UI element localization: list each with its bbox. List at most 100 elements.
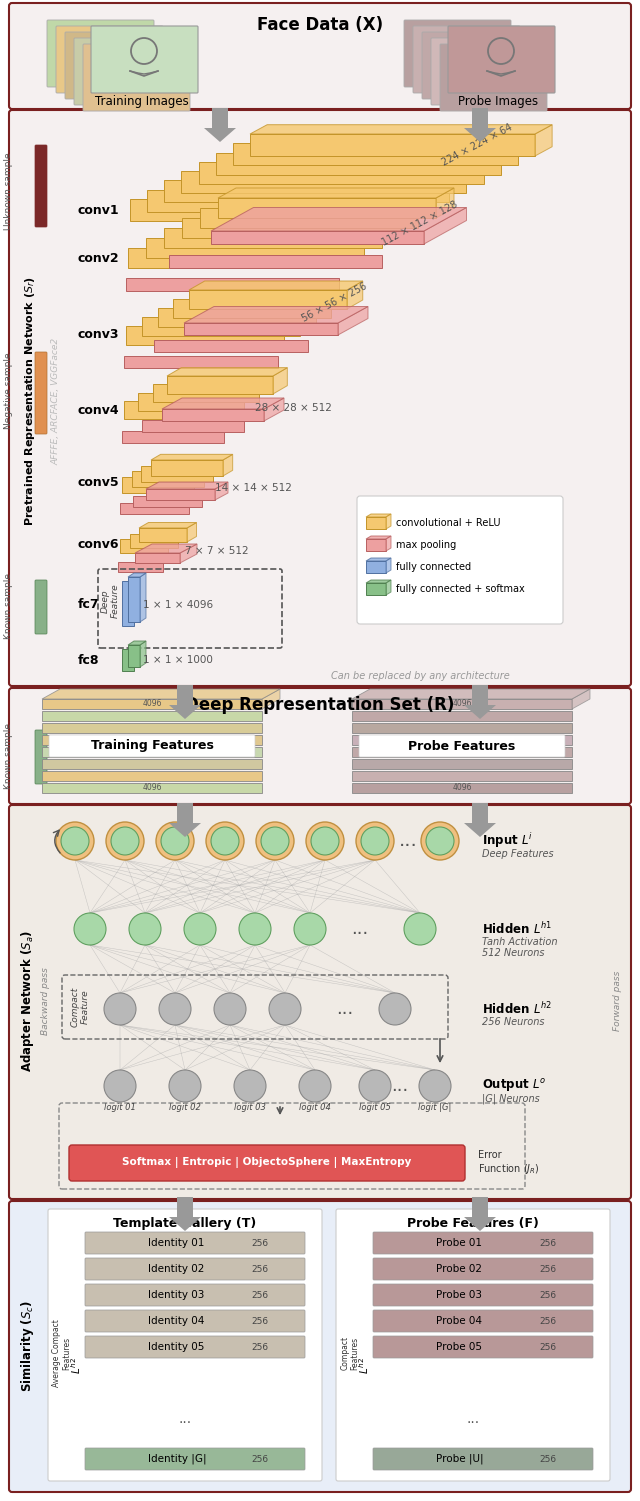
Circle shape	[356, 823, 394, 860]
Text: conv3: conv3	[78, 329, 120, 342]
FancyBboxPatch shape	[56, 26, 163, 93]
Circle shape	[104, 1070, 136, 1102]
Text: 256: 256	[252, 1238, 269, 1247]
Text: logit 02: logit 02	[169, 1103, 201, 1112]
Text: Training Images: Training Images	[95, 95, 189, 108]
Polygon shape	[436, 188, 454, 218]
Text: 256 Neurons: 256 Neurons	[482, 1018, 545, 1027]
Polygon shape	[352, 760, 572, 769]
Polygon shape	[168, 255, 381, 267]
Text: Compact
Feature: Compact Feature	[70, 986, 90, 1027]
Text: Probe 05: Probe 05	[436, 1342, 482, 1352]
FancyBboxPatch shape	[9, 687, 631, 805]
Circle shape	[234, 1070, 266, 1102]
Polygon shape	[464, 705, 496, 719]
FancyBboxPatch shape	[85, 1232, 305, 1253]
Polygon shape	[122, 648, 134, 671]
Circle shape	[159, 994, 191, 1025]
Polygon shape	[42, 735, 262, 744]
Text: Face Data (X): Face Data (X)	[257, 17, 383, 35]
Text: 1 × 1 × 1000: 1 × 1 × 1000	[143, 654, 213, 665]
Text: 256: 256	[540, 1291, 557, 1300]
Text: Forward pass: Forward pass	[614, 971, 623, 1031]
FancyBboxPatch shape	[431, 38, 538, 105]
Text: 512 Neurons: 512 Neurons	[482, 949, 545, 958]
Polygon shape	[120, 539, 168, 552]
Polygon shape	[128, 573, 146, 576]
Circle shape	[379, 994, 411, 1025]
Text: ...: ...	[337, 1000, 354, 1018]
Polygon shape	[122, 477, 194, 492]
Polygon shape	[118, 561, 163, 572]
Text: convolutional + ReLU: convolutional + ReLU	[396, 518, 500, 528]
Polygon shape	[42, 723, 262, 732]
Polygon shape	[141, 317, 300, 336]
Polygon shape	[128, 248, 346, 269]
Polygon shape	[464, 823, 496, 838]
Circle shape	[426, 827, 454, 856]
Text: $L^{h2}$: $L^{h2}$	[69, 1357, 83, 1375]
Polygon shape	[169, 705, 201, 719]
Circle shape	[169, 1070, 201, 1102]
Text: 256: 256	[540, 1316, 557, 1325]
Polygon shape	[126, 278, 339, 291]
Circle shape	[404, 913, 436, 946]
Text: $L^{h2}$: $L^{h2}$	[357, 1357, 371, 1375]
Polygon shape	[352, 711, 572, 720]
Text: Softmax | Entropic | ObjectoSphere | MaxEntropy: Softmax | Entropic | ObjectoSphere | Max…	[122, 1157, 412, 1168]
Polygon shape	[218, 198, 436, 218]
FancyBboxPatch shape	[422, 32, 529, 99]
Text: fully connected: fully connected	[396, 561, 471, 572]
Polygon shape	[352, 772, 572, 781]
FancyBboxPatch shape	[440, 44, 547, 111]
Text: Tanh Activation: Tanh Activation	[482, 937, 557, 947]
Polygon shape	[126, 326, 284, 345]
Polygon shape	[139, 528, 187, 542]
Circle shape	[111, 827, 139, 856]
Polygon shape	[124, 401, 230, 419]
Polygon shape	[147, 189, 432, 212]
Polygon shape	[164, 180, 449, 203]
Circle shape	[56, 823, 94, 860]
Text: 4096: 4096	[452, 699, 472, 708]
Polygon shape	[128, 576, 140, 621]
Text: 14 × 14 × 512: 14 × 14 × 512	[215, 483, 292, 492]
Polygon shape	[135, 543, 197, 552]
FancyBboxPatch shape	[69, 1145, 465, 1181]
Text: 256: 256	[252, 1454, 269, 1463]
Circle shape	[156, 823, 194, 860]
Polygon shape	[366, 516, 386, 528]
Polygon shape	[184, 323, 338, 335]
Text: 256: 256	[252, 1342, 269, 1351]
Circle shape	[206, 823, 244, 860]
Polygon shape	[338, 306, 368, 335]
Text: Probe Images: Probe Images	[458, 95, 538, 108]
Text: conv1: conv1	[78, 204, 120, 216]
FancyBboxPatch shape	[373, 1336, 593, 1358]
FancyBboxPatch shape	[357, 495, 563, 624]
Polygon shape	[366, 513, 391, 516]
FancyBboxPatch shape	[83, 44, 190, 111]
Circle shape	[184, 913, 216, 946]
FancyBboxPatch shape	[65, 32, 172, 99]
FancyBboxPatch shape	[74, 38, 181, 105]
Polygon shape	[223, 455, 233, 476]
Polygon shape	[173, 299, 332, 318]
Polygon shape	[138, 393, 244, 411]
FancyBboxPatch shape	[85, 1336, 305, 1358]
Polygon shape	[167, 368, 287, 375]
Text: 4096: 4096	[142, 784, 162, 793]
FancyBboxPatch shape	[373, 1283, 593, 1306]
Polygon shape	[464, 1217, 496, 1231]
Polygon shape	[366, 561, 386, 573]
Polygon shape	[386, 513, 391, 528]
Text: 4096: 4096	[452, 784, 472, 793]
Polygon shape	[386, 558, 391, 573]
FancyBboxPatch shape	[47, 20, 154, 87]
Polygon shape	[42, 760, 262, 769]
Text: Identity 04: Identity 04	[148, 1316, 204, 1325]
Polygon shape	[157, 308, 316, 327]
FancyBboxPatch shape	[413, 26, 520, 93]
FancyBboxPatch shape	[35, 729, 47, 784]
Polygon shape	[189, 290, 347, 309]
